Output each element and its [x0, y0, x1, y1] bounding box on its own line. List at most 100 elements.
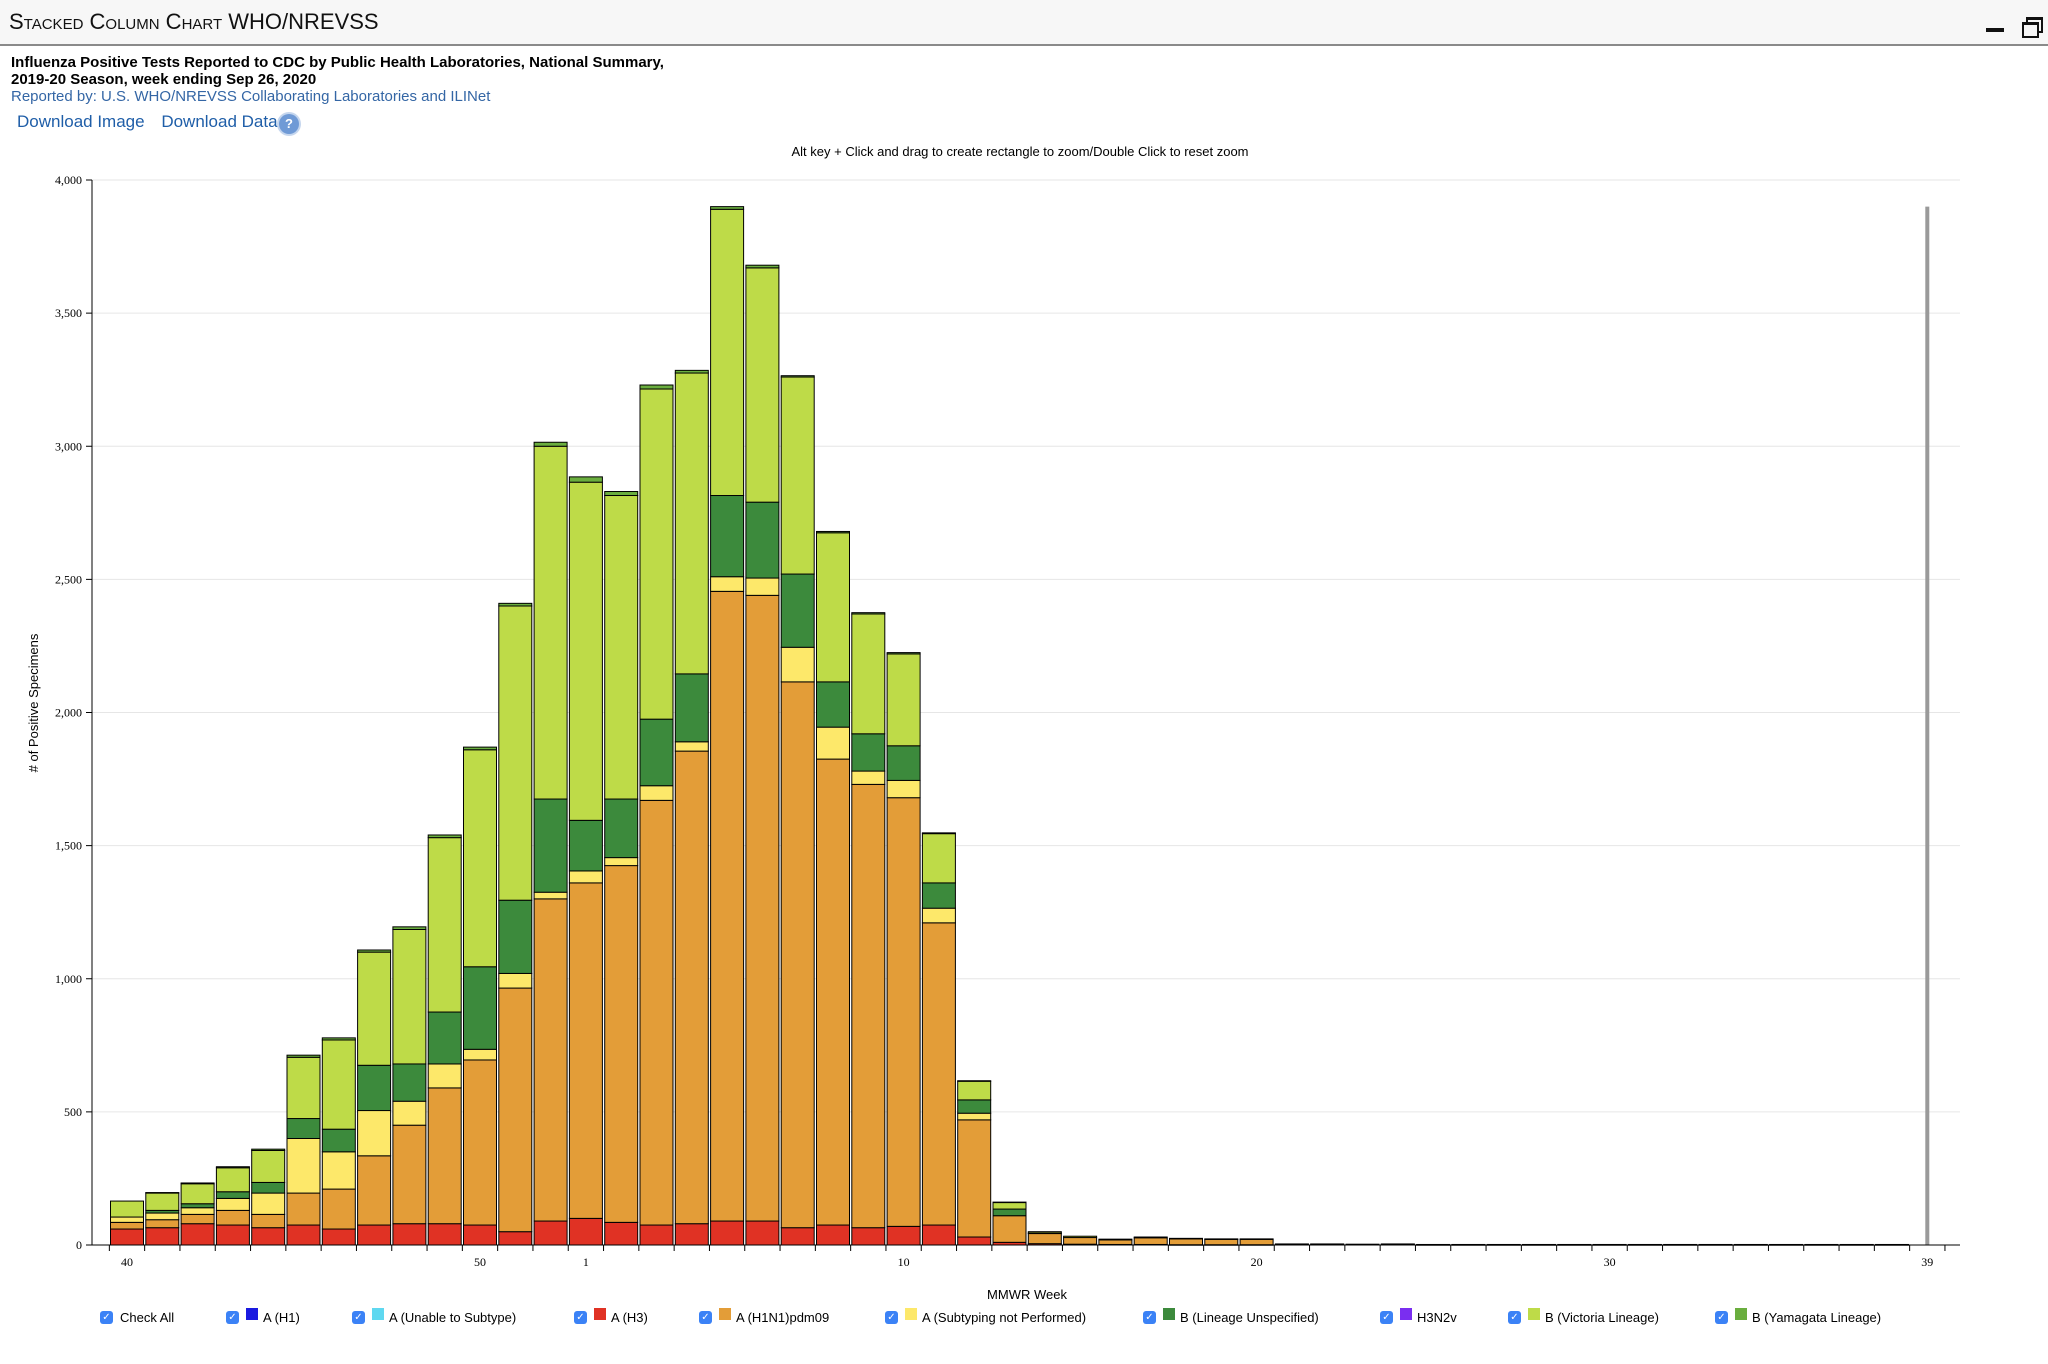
bar-segment[interactable]: [427, 834, 462, 839]
bar-segment[interactable]: [604, 865, 639, 1223]
legend-checkbox[interactable]: ✓: [352, 1311, 365, 1324]
bar-segment[interactable]: [921, 832, 956, 835]
bar-segment[interactable]: [886, 745, 921, 781]
bar-segment[interactable]: [215, 1197, 250, 1211]
bar-segment[interactable]: [745, 267, 780, 503]
bar-segment[interactable]: [1310, 1243, 1345, 1245]
bar-segment[interactable]: [498, 1231, 533, 1246]
bar-segment[interactable]: [957, 1236, 992, 1246]
bar-segment[interactable]: [215, 1167, 250, 1193]
bar-segment[interactable]: [674, 741, 709, 752]
bar-segment[interactable]: [816, 532, 850, 683]
bar-segment[interactable]: [992, 1208, 1027, 1217]
bar-segment[interactable]: [110, 1221, 144, 1230]
bar-segment[interactable]: [321, 1128, 356, 1153]
bar-segment[interactable]: [463, 746, 497, 751]
minimize-icon[interactable]: [1984, 14, 2006, 36]
bar-segment[interactable]: [357, 951, 392, 1066]
bar-segment[interactable]: [886, 652, 921, 655]
bar-segment[interactable]: [357, 1155, 392, 1226]
bar-segment[interactable]: [710, 590, 745, 1222]
bar-segment[interactable]: [639, 799, 674, 1226]
bar-segment[interactable]: [215, 1166, 250, 1169]
bar-segment[interactable]: [357, 1224, 392, 1246]
bar-segment[interactable]: [780, 573, 815, 648]
bar-segment[interactable]: [921, 1224, 956, 1246]
bar-segment[interactable]: [180, 1182, 215, 1185]
bar-segment[interactable]: [1274, 1243, 1309, 1245]
bar-segment[interactable]: [392, 1223, 427, 1246]
bar-segment[interactable]: [745, 1220, 780, 1246]
bar-segment[interactable]: [498, 899, 533, 974]
bar-segment[interactable]: [392, 1100, 427, 1126]
bar-segment[interactable]: [498, 972, 533, 989]
bar-segment[interactable]: [180, 1183, 215, 1205]
bar-segment[interactable]: [533, 441, 568, 447]
bar-segment[interactable]: [921, 882, 956, 909]
bar-segment[interactable]: [886, 1225, 921, 1246]
bar-segment[interactable]: [604, 798, 639, 859]
bar-segment[interactable]: [180, 1207, 215, 1215]
bar-segment[interactable]: [1063, 1237, 1098, 1245]
bar-segment[interactable]: [251, 1192, 286, 1215]
legend-checkbox[interactable]: ✓: [699, 1311, 712, 1324]
bar-segment[interactable]: [568, 870, 603, 884]
bar-segment[interactable]: [427, 837, 462, 1013]
bar-segment[interactable]: [1239, 1238, 1274, 1246]
bar-segment[interactable]: [533, 1220, 568, 1246]
bar-segment[interactable]: [427, 1063, 462, 1089]
stacked-column-chart[interactable]: 0 500 1,000 1,500 2,000 2,500 3,000 3,500 4,000 4…: [0, 0, 2048, 1300]
legend-checkbox[interactable]: ✓: [1143, 1311, 1156, 1324]
bar-segment[interactable]: [180, 1223, 215, 1246]
bar-segment[interactable]: [639, 388, 674, 720]
bar-segment[interactable]: [957, 1099, 992, 1114]
bar-segment[interactable]: [639, 384, 674, 390]
help-icon[interactable]: ?: [279, 114, 299, 134]
bar-segment[interactable]: [851, 1227, 886, 1246]
bar-segment[interactable]: [180, 1213, 215, 1225]
bar-segment[interactable]: [780, 646, 815, 683]
bar-segment[interactable]: [674, 750, 709, 1225]
bar-segment[interactable]: [674, 372, 709, 675]
bar-segment[interactable]: [357, 1064, 392, 1112]
bar-segment[interactable]: [604, 491, 639, 497]
bar-segment[interactable]: [110, 1200, 144, 1218]
bar-segment[interactable]: [957, 1119, 992, 1238]
bar-segment[interactable]: [180, 1203, 215, 1209]
bar-segment[interactable]: [357, 1110, 392, 1157]
bar-segment[interactable]: [463, 749, 497, 968]
check-all-checkbox[interactable]: ✓: [100, 1311, 113, 1324]
bar-segment[interactable]: [745, 594, 780, 1222]
bar-segment[interactable]: [674, 673, 709, 743]
bar-segment[interactable]: [816, 726, 850, 760]
bar-segment[interactable]: [392, 1063, 427, 1102]
bar-segment[interactable]: [851, 613, 886, 735]
bar-segment[interactable]: [321, 1151, 356, 1190]
bar-segment[interactable]: [710, 1220, 745, 1246]
bar-segment[interactable]: [604, 1221, 639, 1246]
bar-segment[interactable]: [816, 530, 850, 534]
bar-segment[interactable]: [286, 1192, 321, 1226]
bar-segment[interactable]: [568, 819, 603, 872]
bar-segment[interactable]: [921, 833, 956, 884]
bar-segment[interactable]: [1027, 1233, 1062, 1245]
bar-segment[interactable]: [639, 718, 674, 787]
download-data-link[interactable]: Download Data: [161, 112, 278, 131]
bar-segment[interactable]: [427, 1223, 462, 1246]
bar-segment[interactable]: [110, 1216, 144, 1223]
bar-segment[interactable]: [992, 1215, 1027, 1243]
bar-segment[interactable]: [639, 1224, 674, 1246]
bar-segment[interactable]: [533, 891, 568, 900]
download-image-link[interactable]: Download Image: [17, 112, 145, 131]
bar-segment[interactable]: [145, 1212, 180, 1221]
bar-segment[interactable]: [992, 1201, 1027, 1204]
bar-segment[interactable]: [321, 1188, 356, 1230]
legend-checkbox[interactable]: ✓: [574, 1311, 587, 1324]
bar-segment[interactable]: [251, 1181, 286, 1194]
legend-checkbox[interactable]: ✓: [885, 1311, 898, 1324]
bar-segment[interactable]: [357, 949, 392, 953]
bar-segment[interactable]: [251, 1213, 286, 1229]
bar-segment[interactable]: [816, 1224, 850, 1246]
bar-segment[interactable]: [745, 264, 780, 269]
bar-segment[interactable]: [851, 612, 886, 615]
